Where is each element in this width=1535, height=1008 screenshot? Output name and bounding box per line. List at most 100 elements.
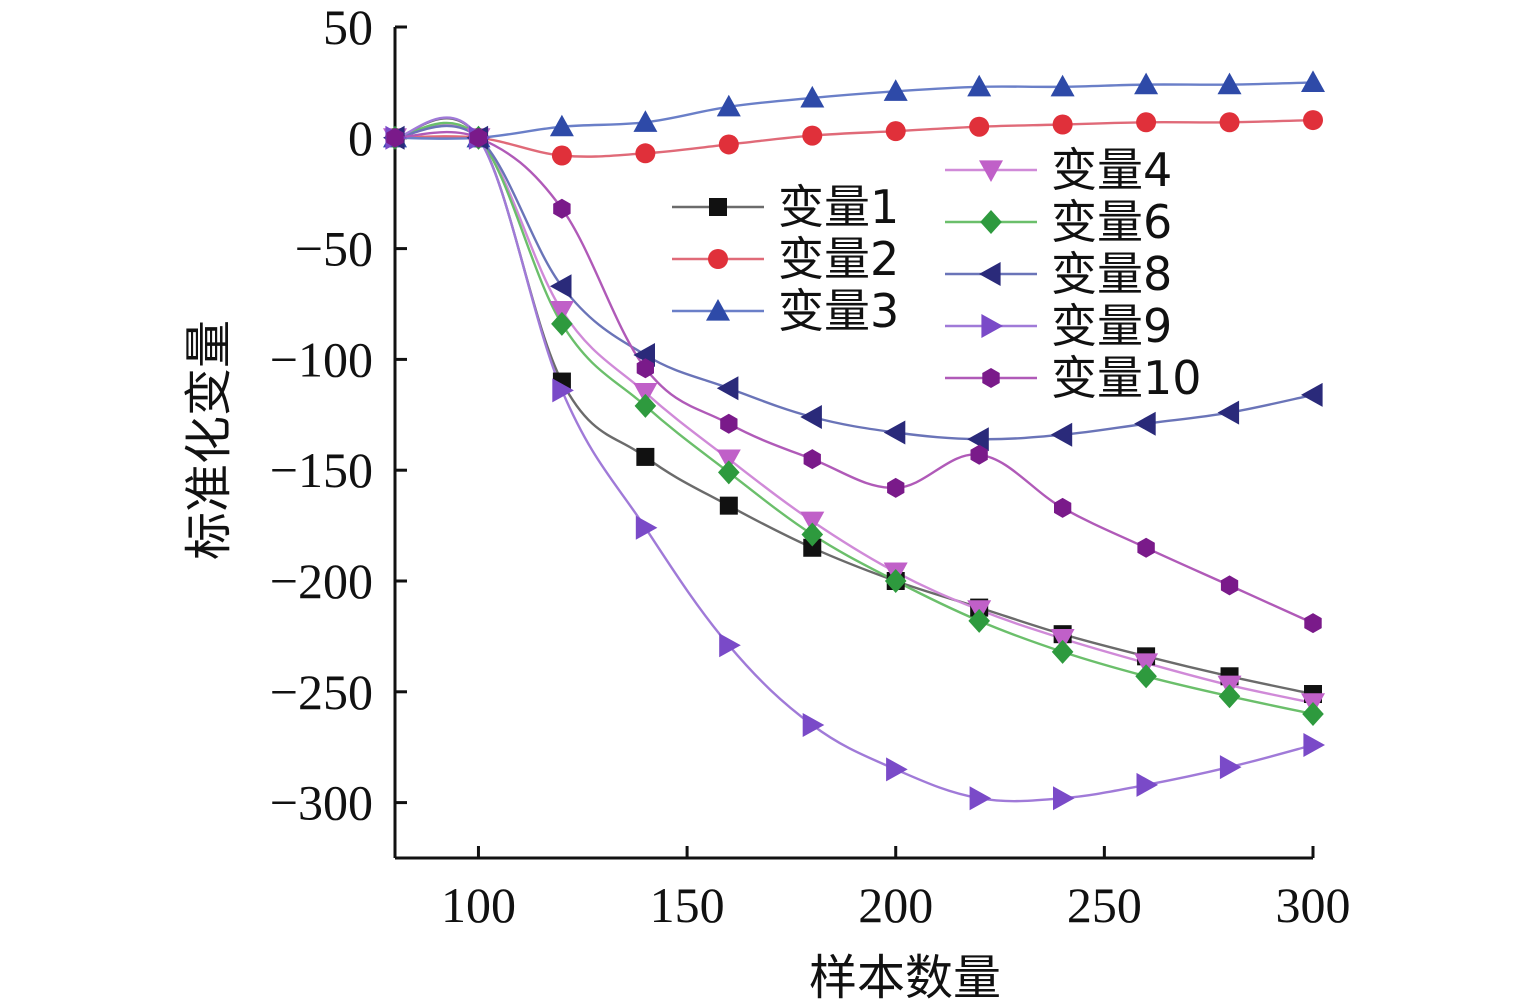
y-tick-label: −300 [270, 775, 373, 831]
data-point [1053, 786, 1075, 811]
data-point [551, 311, 573, 336]
legend-marker [706, 299, 730, 321]
data-point [967, 74, 992, 97]
data-point [636, 358, 654, 379]
data-point [718, 134, 739, 155]
data-point [1219, 755, 1242, 780]
data-point [1303, 110, 1323, 131]
data-point [1302, 702, 1324, 726]
y-tick-label: −100 [270, 331, 373, 387]
series-markers [383, 70, 1325, 811]
series-line-2 [394, 118, 1314, 158]
data-point [386, 127, 404, 148]
data-point [800, 511, 825, 534]
x-tick-label: 200 [858, 877, 933, 933]
data-point [1136, 772, 1159, 797]
data-point [1050, 74, 1075, 97]
data-point [1054, 497, 1072, 518]
data-point [1052, 114, 1073, 135]
x-tick-label: 300 [1276, 877, 1351, 933]
data-point [887, 477, 905, 498]
y-tick-label: −150 [270, 442, 373, 498]
data-point [803, 449, 821, 470]
data-point [883, 420, 906, 445]
data-point [469, 127, 488, 148]
data-point [633, 110, 658, 132]
data-point [634, 393, 657, 418]
legend-marker [980, 210, 1002, 234]
legend-marker [709, 198, 727, 216]
legend-marker [981, 314, 1003, 338]
data-point [1050, 629, 1075, 651]
legend-label: 变量8 [1051, 247, 1172, 301]
data-point [1220, 575, 1239, 596]
y-tick-label: 0 [348, 110, 373, 166]
data-point [1304, 613, 1322, 634]
data-point [551, 145, 572, 166]
legend-label: 变量3 [778, 284, 899, 338]
series-line-3 [394, 81, 1314, 140]
y-tick-label: −200 [270, 553, 373, 609]
x-tick-label: 100 [441, 877, 516, 933]
data-point [716, 376, 739, 401]
legend-label: 变量10 [1051, 351, 1202, 405]
y-tick-label: −250 [270, 664, 373, 720]
data-point [1218, 684, 1241, 709]
data-point [1219, 112, 1240, 133]
data-point [720, 413, 738, 434]
x-axis-label: 样本数量 [809, 950, 1001, 1006]
data-point [884, 569, 907, 593]
data-point [802, 125, 823, 146]
data-point [886, 757, 908, 782]
data-point [1050, 422, 1073, 447]
legend-label: 变量4 [1051, 143, 1172, 197]
data-point [633, 383, 658, 405]
y-axis-label: 标准化变量 [181, 320, 237, 560]
legend-marker [982, 368, 1000, 388]
data-point [1217, 400, 1240, 425]
data-point [800, 405, 822, 429]
data-point [635, 515, 658, 540]
data-point [719, 633, 741, 658]
data-point [718, 460, 740, 485]
data-point [801, 522, 824, 547]
legend-marker [979, 262, 1001, 286]
y-tick-label: −50 [295, 221, 373, 277]
data-point [969, 786, 992, 811]
legend-marker [979, 160, 1003, 182]
data-point [1134, 72, 1159, 95]
data-point [970, 444, 988, 465]
data-point [885, 121, 906, 142]
data-point [967, 427, 989, 452]
data-point [802, 713, 825, 737]
data-point [636, 447, 655, 466]
data-point [1217, 72, 1242, 95]
legend-label: 变量9 [1051, 299, 1172, 353]
data-point [1134, 653, 1159, 675]
data-point [553, 198, 571, 219]
data-point [716, 94, 741, 117]
data-point [719, 496, 738, 515]
axes: 50 0 −50 −100 −150 −200 −250 −300 100 150 200 250 30… [270, 0, 1351, 933]
data-point [1134, 411, 1156, 436]
data-point [1137, 537, 1155, 558]
data-point [635, 143, 656, 164]
data-point [716, 449, 741, 472]
data-point [969, 116, 990, 137]
x-tick-label: 250 [1067, 877, 1142, 933]
data-point [1135, 664, 1157, 689]
data-point [549, 274, 572, 299]
data-point [1051, 639, 1074, 664]
legend-label: 变量2 [778, 232, 899, 286]
data-point [549, 114, 574, 137]
legend-marker [708, 249, 728, 269]
y-tick-label: 50 [323, 0, 373, 55]
data-point [800, 85, 825, 108]
data-point [552, 378, 574, 403]
data-point [968, 608, 990, 633]
data-point [1301, 382, 1323, 407]
legend-label: 变量1 [778, 180, 899, 234]
data-point [1136, 112, 1157, 133]
